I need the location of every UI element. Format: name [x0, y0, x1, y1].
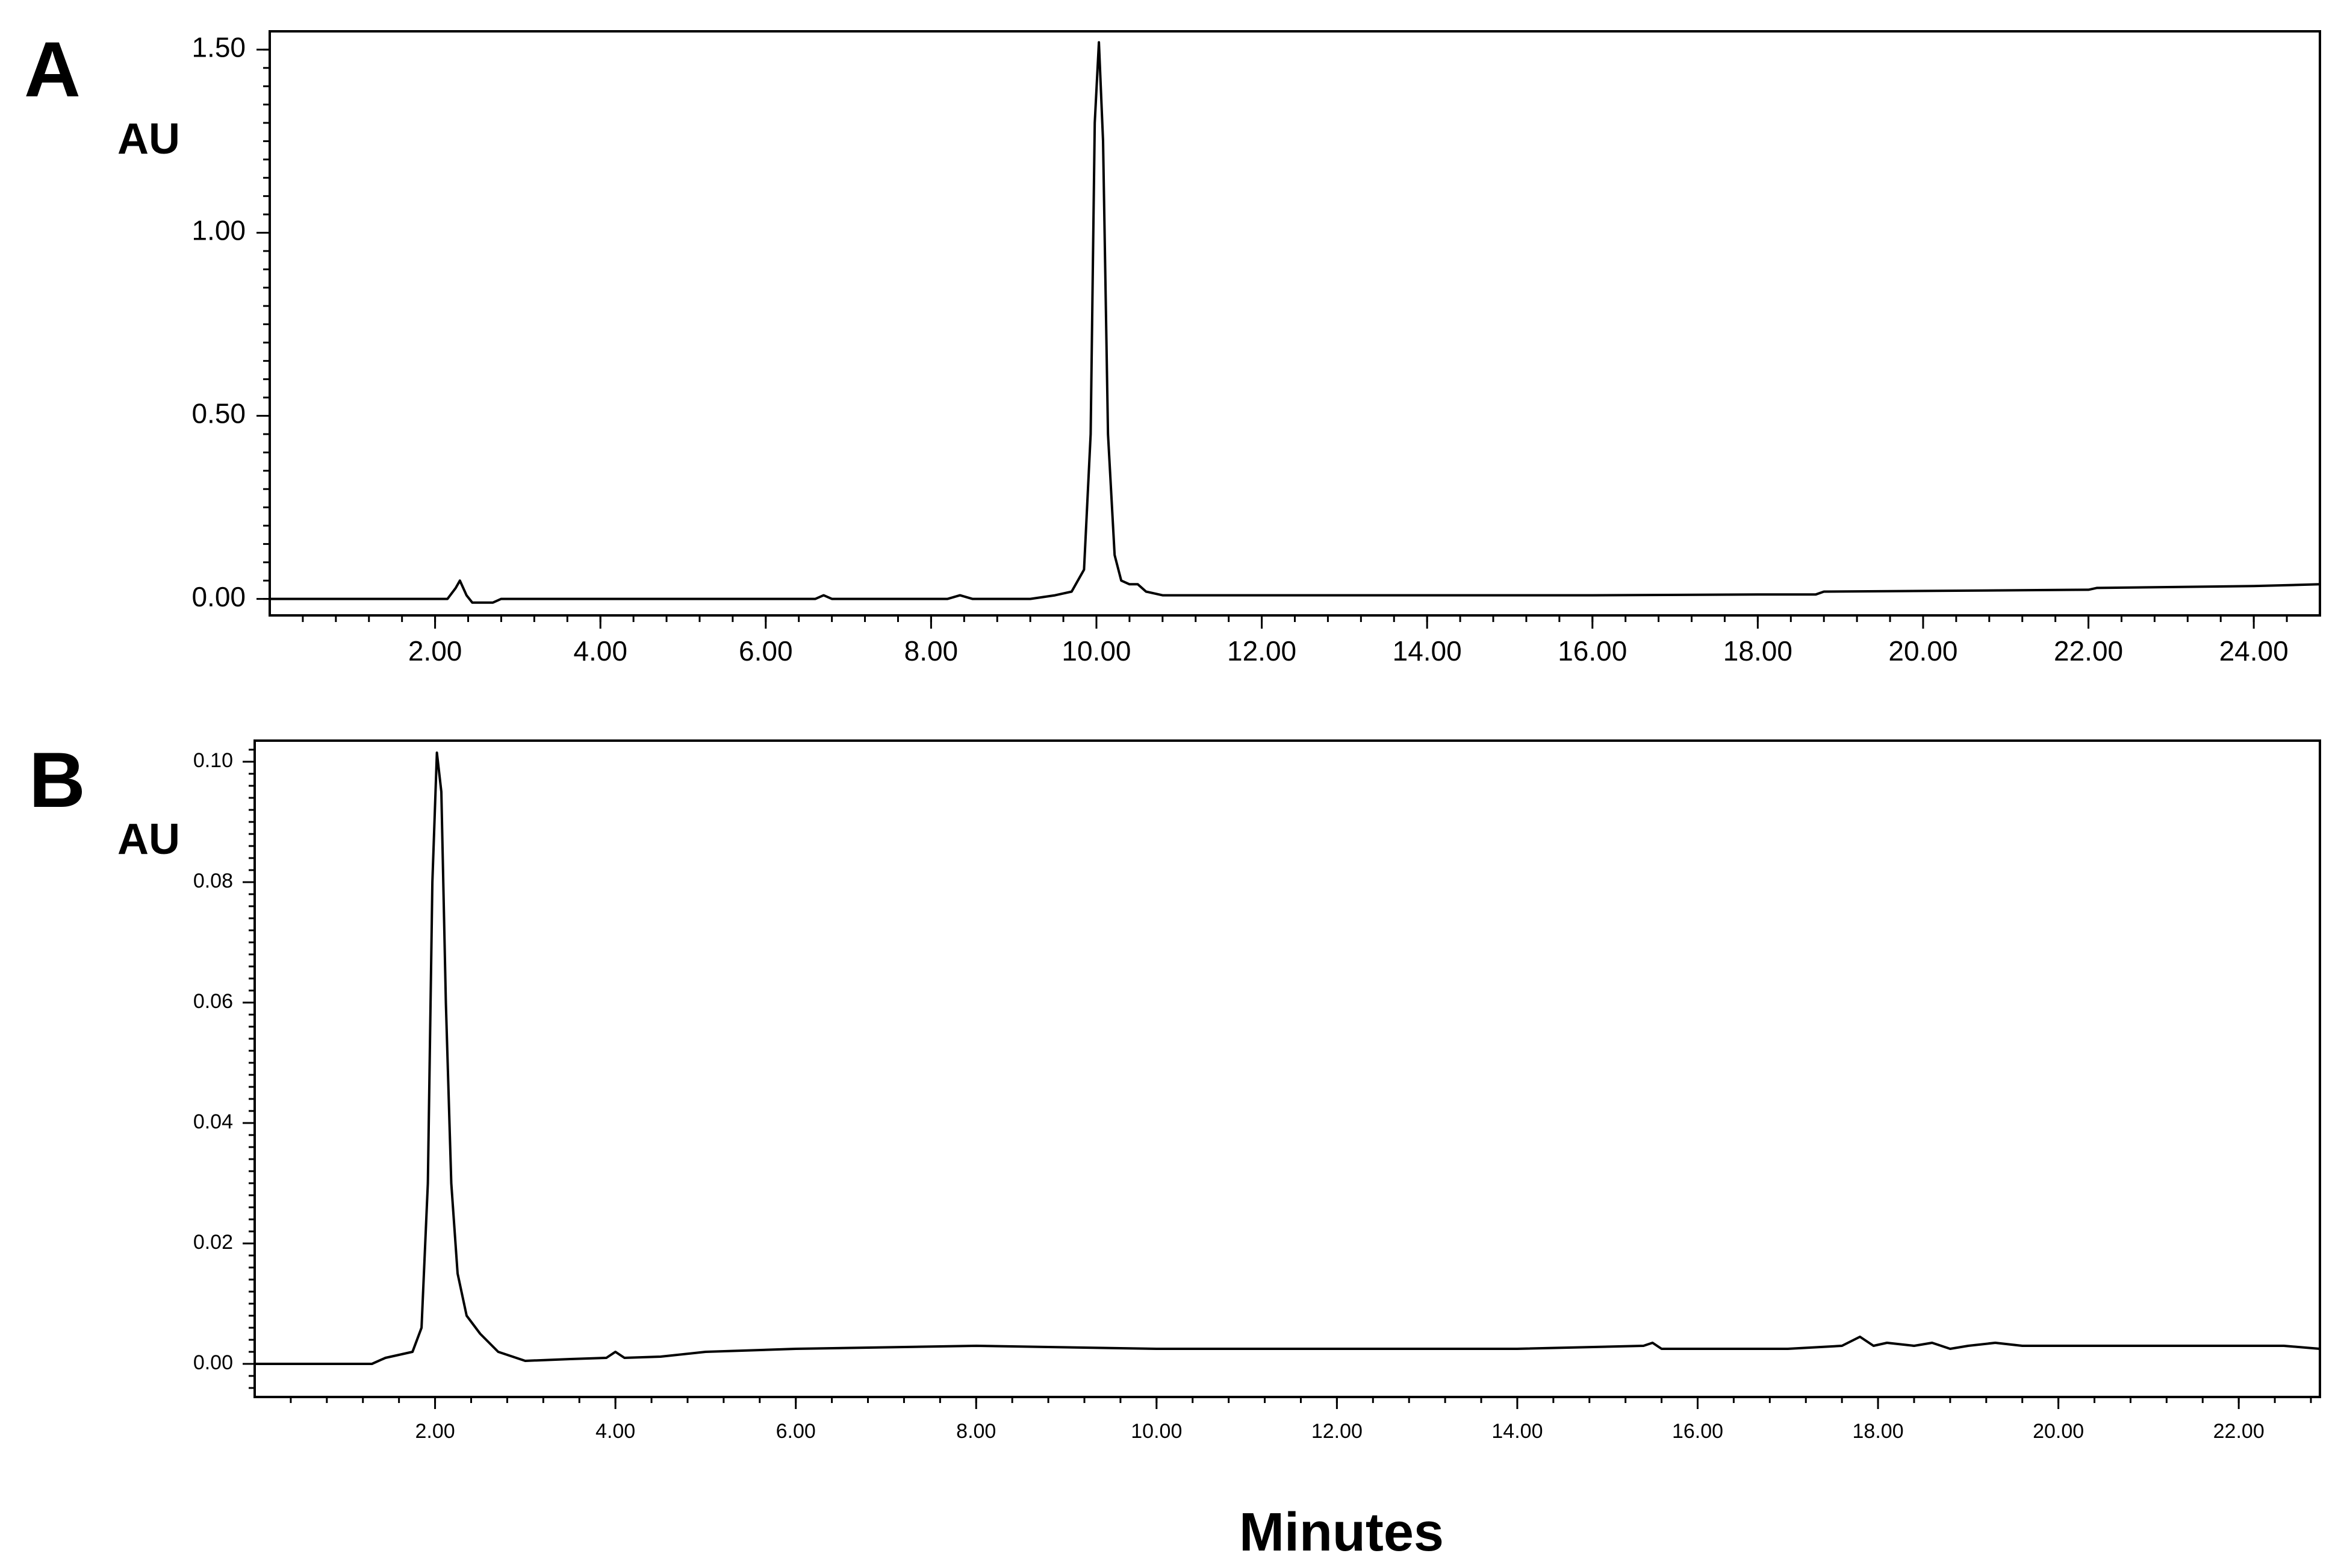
x-axis-title: Minutes [1239, 1502, 1444, 1563]
panel-a-y-tick-label: 1.50 [191, 32, 246, 63]
panel-a-y-tick-label: 0.00 [191, 581, 246, 612]
panel-a-x-tick-label: 6.00 [739, 635, 793, 667]
panel-a-ticks [256, 48, 2288, 629]
panel-b-ticks [243, 748, 2312, 1409]
panel-a-x-tick-label: 18.00 [1723, 635, 1792, 667]
panel-a-x-tick-label: 4.00 [573, 635, 627, 667]
panel-a-y-tick-labels: 0.00 0.50 1.00 1.50 [191, 32, 246, 612]
panel-b-y-tick-label: 0.02 [193, 1231, 233, 1254]
panel-b-letter: B [29, 736, 85, 824]
panel-b-x-tick-label: 6.00 [776, 1420, 816, 1443]
panel-b-y-tick-label: 0.00 [193, 1351, 233, 1374]
panel-a-x-tick-label: 10.00 [1062, 635, 1131, 667]
panel-a-y-tick-label: 0.50 [191, 398, 246, 429]
panel-a-plot-frame [269, 30, 2321, 617]
panel-a-x-tick-label: 8.00 [904, 635, 959, 667]
panel-a-x-tick-label: 16.00 [1558, 635, 1627, 667]
panel-b-y-unit: AU [117, 815, 180, 863]
panel-a-x-tick-label: 24.00 [2219, 635, 2289, 667]
panel-b-plot-frame [253, 739, 2321, 1398]
panel-b-x-tick-label: 2.00 [415, 1420, 455, 1443]
panel-b-y-tick-label: 0.10 [193, 749, 233, 772]
panel-b-x-tick-label: 10.00 [1131, 1420, 1182, 1443]
panel-a-x-tick-label: 2.00 [408, 635, 462, 667]
panel-b-x-tick-label: 14.00 [1491, 1420, 1543, 1443]
panel-a-x-tick-label: 12.00 [1227, 635, 1296, 667]
panel-b-y-tick-label: 0.06 [193, 990, 233, 1013]
panel-a-x-tick-label: 14.00 [1393, 635, 1462, 667]
panel-b-x-tick-label: 16.00 [1672, 1420, 1723, 1443]
panel-b-x-tick-label: 18.00 [1853, 1420, 1904, 1443]
panel-b-y-tick-labels: 0.00 0.02 0.04 0.06 0.08 0.10 [193, 749, 233, 1374]
panel-a-y-tick-label: 1.00 [191, 215, 246, 246]
panel-a-x-tick-labels: 2.00 4.00 6.00 8.00 10.00 12.00 14.00 16.00 18.0… [408, 635, 2289, 667]
panel-b-x-tick-label: 8.00 [956, 1420, 996, 1443]
panel-b-y-tick-label: 0.08 [193, 870, 233, 892]
panel-a-x-tick-label: 22.00 [2054, 635, 2123, 667]
panel-a-letter: A [24, 25, 81, 113]
panel-b-x-tick-labels: 2.00 4.00 6.00 8.00 10.00 12.00 14.00 16.00 18.0… [415, 1420, 2264, 1443]
panel-a-y-unit: AU [117, 115, 180, 163]
panel-b-chart: B AU 0.00 0.02 0.04 0.06 0.08 0.10 2.00 4.00 6.… [29, 736, 2321, 1443]
panel-b-y-tick-label: 0.04 [193, 1110, 233, 1133]
panel-b-x-tick-label: 22.00 [2213, 1420, 2265, 1443]
panel-b-x-tick-label: 12.00 [1311, 1420, 1363, 1443]
panel-a-x-tick-label: 20.00 [1888, 635, 1957, 667]
panel-a-trace [270, 41, 2321, 604]
panel-b-trace [255, 751, 2321, 1365]
panel-b-x-tick-label: 20.00 [2033, 1420, 2084, 1443]
panel-b-x-tick-label: 4.00 [595, 1420, 635, 1443]
panel-a-chart: A AU 0.00 0.50 1.00 1.50 2.00 4.00 6.00 8.00 10… [24, 25, 2321, 667]
